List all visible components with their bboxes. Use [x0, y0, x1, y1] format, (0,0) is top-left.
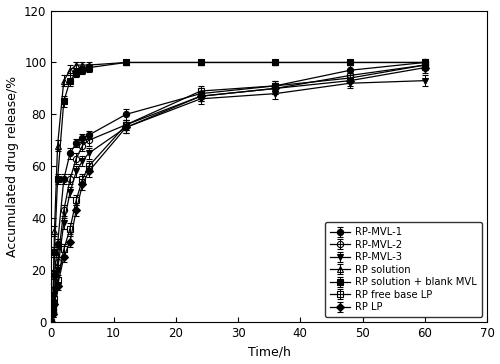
Y-axis label: Accumulated drug release/%: Accumulated drug release/%: [6, 76, 18, 257]
Legend: RP-MVL-1, RP-MVL-2, RP-MVL-3, RP solution, RP solution + blank MVL, RP free base: RP-MVL-1, RP-MVL-2, RP-MVL-3, RP solutio…: [326, 222, 482, 317]
X-axis label: Time/h: Time/h: [248, 345, 290, 359]
